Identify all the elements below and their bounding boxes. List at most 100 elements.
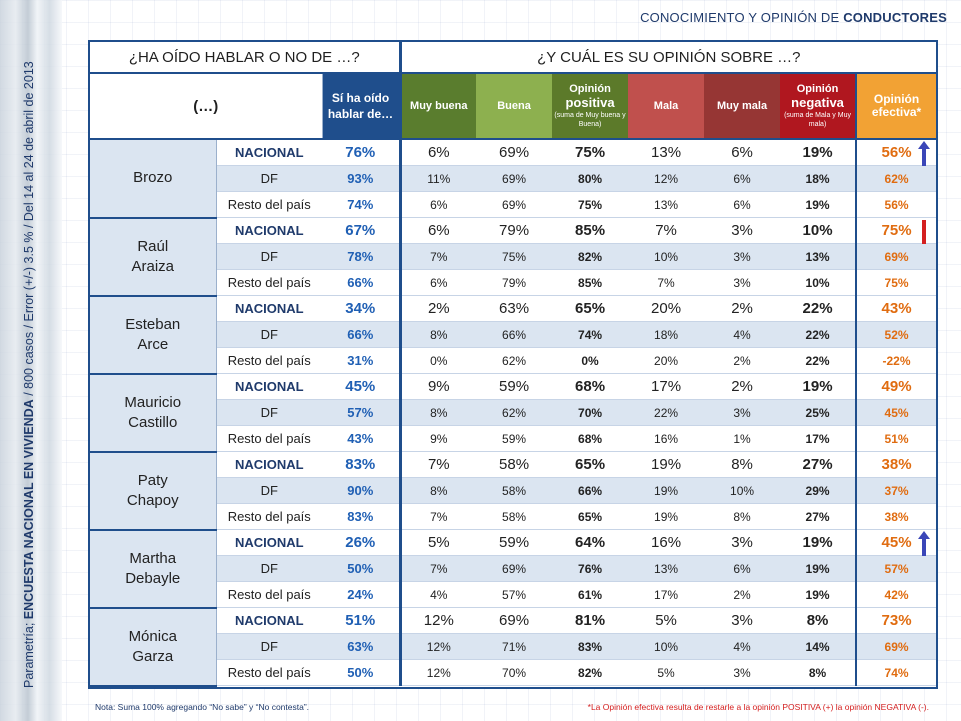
table-row: DF 90% 8% 58% 66% 19% 10% 29% 37% bbox=[90, 477, 937, 504]
negativa-value: 14% bbox=[780, 633, 857, 660]
host-name-line: Raúl bbox=[137, 237, 169, 255]
muy-buena-value: 7% bbox=[398, 243, 477, 270]
buena-value: 69% bbox=[476, 139, 553, 166]
muy-buena-value: 8% bbox=[398, 399, 477, 426]
region-label: NACIONAL bbox=[216, 451, 322, 478]
region-label: DF bbox=[216, 399, 322, 426]
muy-buena-header: Muy buena bbox=[398, 73, 477, 140]
table-row: Resto del país 50% 12% 70% 82% 5% 3% 8% 74% bbox=[90, 659, 937, 686]
mala-value: 19% bbox=[628, 477, 705, 504]
mala-value: 10% bbox=[628, 243, 705, 270]
region-label: DF bbox=[216, 321, 322, 348]
muy-mala-value: 2% bbox=[704, 581, 781, 608]
buena-value: 59% bbox=[476, 529, 553, 556]
muy-mala-value: 6% bbox=[704, 165, 781, 192]
table-row: Resto del país 24% 4% 57% 61% 17% 2% 19% 42% bbox=[90, 581, 937, 608]
buena-value: 59% bbox=[476, 373, 553, 400]
table-row: DF 78% 7% 75% 82% 10% 3% 13% 69% bbox=[90, 243, 937, 270]
positiva-header: Opinión positiva (suma de Muy buena y Bu… bbox=[552, 73, 629, 140]
table-row: DF 50% 7% 69% 76% 13% 6% 19% 57% bbox=[90, 555, 937, 582]
muy-buena-value: 9% bbox=[398, 373, 477, 400]
negativa-header-big: negativa bbox=[791, 95, 844, 110]
efectiva-value: 45% bbox=[855, 529, 937, 568]
host-name-line: Debayle bbox=[125, 569, 181, 587]
positiva-header-title: Opinión bbox=[569, 83, 611, 95]
positiva-value: 0% bbox=[552, 347, 629, 374]
negativa-header-title: Opinión bbox=[796, 83, 839, 95]
efectiva-value: 42% bbox=[855, 581, 937, 608]
negativa-value: 27% bbox=[780, 503, 857, 530]
region-label: NACIONAL bbox=[216, 295, 322, 322]
muy-mala-value: 3% bbox=[704, 243, 781, 270]
buena-value: 75% bbox=[476, 243, 553, 270]
host-name-line: Brozo bbox=[133, 169, 173, 187]
negativa-value: 18% bbox=[780, 165, 857, 192]
heard-value: 83% bbox=[322, 503, 401, 530]
negativa-value: 22% bbox=[780, 347, 857, 374]
muy-mala-value: 10% bbox=[704, 477, 781, 504]
heard-value: 66% bbox=[322, 321, 401, 348]
heard-value: 67% bbox=[322, 217, 401, 244]
mala-value: 19% bbox=[628, 451, 705, 478]
muy-mala-header: Muy mala bbox=[704, 73, 781, 140]
host-name: Raúl Araiza bbox=[90, 217, 217, 297]
muy-buena-value: 12% bbox=[398, 633, 477, 660]
region-label: DF bbox=[216, 555, 322, 582]
table-row: Esteban Arce NACIONAL 34% 2% 63% 65% 20% 2% 22% 43… bbox=[90, 295, 937, 375]
mala-value: 17% bbox=[628, 581, 705, 608]
efectiva-value-text: 37% bbox=[884, 483, 909, 498]
table-row: Resto del país 66% 6% 79% 85% 7% 3% 10% 75% bbox=[90, 269, 937, 296]
muy-mala-value: 8% bbox=[704, 451, 781, 478]
muy-buena-value: 8% bbox=[398, 321, 477, 348]
buena-value: 63% bbox=[476, 295, 553, 322]
results-table-body: Brozo NACIONAL 76% 6% 69% 75% 13% 6% 19% 56% DF 93%… bbox=[90, 139, 937, 687]
muy-mala-value: 2% bbox=[704, 347, 781, 374]
results-table-container: ¿HA OÍDO HABLAR O NO DE …? ¿Y CUÁL ES SU… bbox=[88, 40, 938, 689]
efectiva-value: 56% bbox=[855, 139, 937, 178]
mala-value: 22% bbox=[628, 399, 705, 426]
mala-value: 16% bbox=[628, 425, 705, 452]
buena-value: 69% bbox=[476, 555, 553, 582]
efectiva-value-text: 69% bbox=[884, 249, 909, 264]
positiva-value: 75% bbox=[552, 191, 629, 218]
host-column-header: (…) bbox=[90, 73, 323, 140]
host-name-line: Arce bbox=[137, 335, 169, 353]
buena-value: 62% bbox=[476, 399, 553, 426]
efectiva-value: 43% bbox=[855, 295, 937, 322]
positiva-value: 65% bbox=[552, 451, 629, 478]
buena-value: 58% bbox=[476, 503, 553, 530]
region-label: Resto del país bbox=[216, 503, 322, 530]
region-label: Resto del país bbox=[216, 269, 322, 296]
muy-buena-value: 5% bbox=[398, 529, 477, 556]
buena-value: 71% bbox=[476, 633, 553, 660]
efectiva-value: 37% bbox=[855, 477, 937, 504]
efectiva-value: 56% bbox=[855, 191, 937, 218]
host-name-line: Esteban bbox=[125, 315, 181, 333]
positiva-value: 75% bbox=[552, 139, 629, 166]
heard-value: 74% bbox=[322, 191, 401, 218]
arrow-up-icon bbox=[918, 141, 931, 178]
muy-buena-value: 2% bbox=[398, 295, 477, 322]
negativa-value: 10% bbox=[780, 269, 857, 296]
results-table: ¿HA OÍDO HABLAR O NO DE …? ¿Y CUÁL ES SU… bbox=[90, 42, 937, 687]
efectiva-header: Opinión efectiva* bbox=[855, 73, 937, 140]
efectiva-value-text: 52% bbox=[884, 327, 909, 342]
muy-mala-value: 3% bbox=[704, 217, 781, 244]
muy-mala-value: 6% bbox=[704, 139, 781, 166]
host-name: Mauricio Castillo bbox=[90, 373, 217, 453]
efectiva-value-text: 74% bbox=[884, 665, 909, 680]
heard-value: 43% bbox=[322, 425, 401, 452]
host-name-line: Mauricio bbox=[124, 393, 182, 411]
muy-mala-value: 8% bbox=[704, 503, 781, 530]
mala-value: 18% bbox=[628, 321, 705, 348]
host-name: Brozo bbox=[90, 139, 217, 219]
region-label: DF bbox=[216, 633, 322, 660]
positiva-value: 83% bbox=[552, 633, 629, 660]
mala-value: 20% bbox=[628, 347, 705, 374]
buena-value: 69% bbox=[476, 191, 553, 218]
host-name-line: Chapoy bbox=[126, 491, 179, 509]
buena-value: 70% bbox=[476, 659, 553, 686]
negativa-value: 13% bbox=[780, 243, 857, 270]
efectiva-value-text: 56% bbox=[884, 197, 909, 212]
buena-value: 66% bbox=[476, 321, 553, 348]
